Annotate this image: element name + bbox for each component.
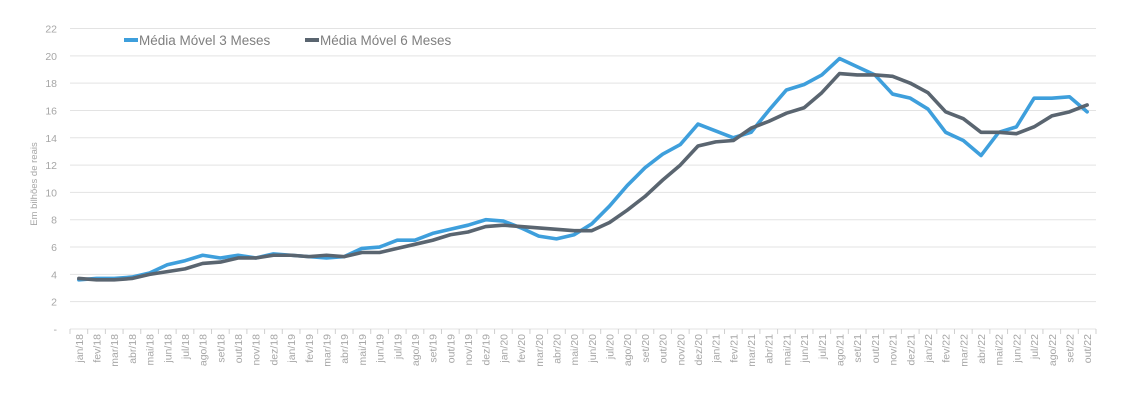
x-tick-label: out/21 — [870, 334, 882, 363]
x-tick-label: jul/19 — [392, 334, 404, 360]
y-tick-label: 22 — [45, 24, 57, 36]
y-tick-label: 20 — [45, 51, 57, 63]
x-tick-label: nov/18 — [251, 334, 263, 366]
y-axis-label: Em bilhões de reais — [29, 142, 40, 226]
x-tick-label: ago/18 — [198, 334, 210, 366]
x-tick-label: jun/21 — [799, 334, 811, 364]
x-tick-label: jul/22 — [1029, 334, 1041, 360]
x-tick-label: jun/19 — [375, 334, 387, 364]
x-tick-label: out/22 — [1082, 334, 1094, 363]
x-tick-label: jan/22 — [923, 334, 935, 364]
x-tick-label: abr/21 — [764, 334, 776, 364]
x-tick-label: ago/19 — [410, 334, 422, 366]
x-tick-label: mar/21 — [746, 334, 758, 367]
y-tick-label: 2 — [51, 297, 57, 309]
x-tick-label: mar/22 — [958, 334, 970, 367]
x-tick-label: out/20 — [658, 334, 670, 363]
x-tick-label: ago/20 — [622, 334, 634, 366]
x-axis-ticks: jan/18 fev/18 mar/18 abr/18 mai/18 jun/18 jul/… — [69, 329, 1097, 367]
x-tick-label: out/18 — [233, 334, 245, 363]
x-tick-label: abr/22 — [976, 334, 988, 364]
y-tick-label: 12 — [45, 160, 57, 172]
x-tick-label: fev/21 — [728, 334, 740, 363]
x-tick-label: fev/19 — [304, 334, 316, 363]
x-tick-label: mai/22 — [994, 334, 1006, 366]
y-tick-label: 6 — [51, 242, 57, 254]
x-tick-label: set/20 — [640, 334, 652, 363]
y-tick-label: 14 — [45, 133, 57, 145]
x-tick-label: ago/21 — [835, 334, 847, 366]
x-tick-label: ago/22 — [1047, 334, 1059, 366]
x-tick-label: abr/20 — [551, 334, 563, 364]
x-tick-label: fev/20 — [516, 334, 528, 363]
x-tick-label: abr/18 — [127, 334, 139, 364]
y-tick-label: 18 — [45, 78, 57, 90]
x-tick-label: jan/18 — [74, 334, 86, 364]
x-tick-label: fev/22 — [941, 334, 953, 363]
y-axis-ticks: - 2 4 6 8 10 12 14 16 18 20 22 — [45, 24, 57, 337]
x-tick-label: dez/19 — [481, 334, 493, 366]
x-tick-label: jun/20 — [587, 334, 599, 364]
y-tick-label: 16 — [45, 105, 57, 117]
x-tick-label: jan/19 — [286, 334, 298, 364]
x-tick-label: jun/22 — [1011, 334, 1023, 364]
x-tick-label: mai/20 — [569, 334, 581, 366]
x-tick-label: abr/19 — [339, 334, 351, 364]
x-tick-label: nov/21 — [888, 334, 900, 366]
legend-label: Média Móvel 3 Meses — [139, 33, 271, 48]
legend: Média Móvel 3 Meses Média Móvel 6 Meses — [124, 33, 452, 48]
grid-lines — [70, 28, 1096, 330]
x-tick-label: jun/18 — [162, 334, 174, 364]
x-tick-label: set/22 — [1064, 334, 1076, 363]
y-tick-label: 10 — [45, 187, 57, 199]
x-tick-label: set/18 — [215, 334, 227, 363]
y-tick-label: - — [54, 324, 58, 336]
x-tick-label: nov/19 — [463, 334, 475, 366]
x-tick-label: jan/20 — [498, 334, 510, 364]
x-tick-label: nov/20 — [675, 334, 687, 366]
x-tick-label: dez/18 — [268, 334, 280, 366]
x-tick-label: jul/20 — [605, 334, 617, 360]
y-tick-label: 8 — [51, 215, 57, 227]
x-tick-label: dez/21 — [905, 334, 917, 366]
x-tick-label: dez/20 — [693, 334, 705, 366]
x-tick-label: out/19 — [445, 334, 457, 363]
x-tick-label: fev/18 — [92, 334, 104, 363]
legend-label: Média Móvel 6 Meses — [320, 33, 452, 48]
x-tick-label: set/19 — [428, 334, 440, 363]
x-tick-label: mai/19 — [357, 334, 369, 366]
series-line-media-movel-6-meses — [77, 71, 1089, 282]
x-tick-label: set/21 — [852, 334, 864, 363]
x-tick-label: mai/21 — [781, 334, 793, 366]
x-tick-label: mar/18 — [109, 334, 121, 367]
series-lines — [77, 56, 1089, 282]
x-tick-label: jul/18 — [180, 334, 192, 360]
x-tick-label: jul/21 — [817, 334, 829, 360]
y-tick-label: 4 — [51, 269, 57, 281]
x-tick-label: mar/20 — [534, 334, 546, 367]
x-tick-label: mai/18 — [145, 334, 157, 366]
x-tick-label: mar/19 — [322, 334, 334, 367]
x-tick-label: jan/21 — [711, 334, 723, 364]
